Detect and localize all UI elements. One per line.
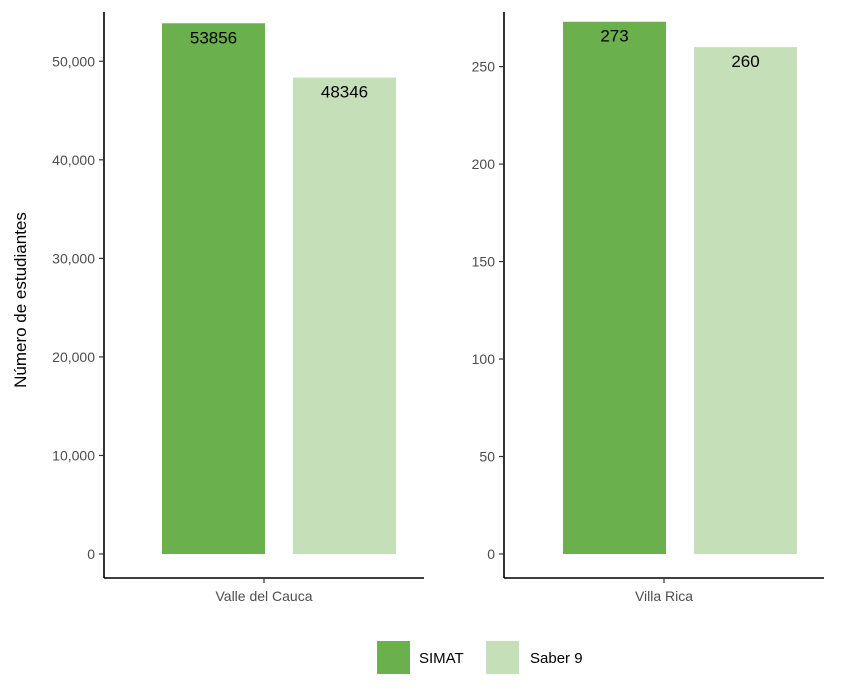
bar-saber-9 (293, 77, 396, 554)
data-label: 260 (731, 52, 759, 71)
x-tick-label: Villa Rica (635, 588, 693, 604)
y-tick-label: 10,000 (52, 447, 95, 463)
bar-simat (563, 21, 666, 554)
y-tick-label: 50,000 (52, 53, 95, 69)
y-tick-label: 20,000 (52, 349, 95, 365)
data-label: 273 (600, 27, 628, 46)
data-label: 53856 (190, 28, 237, 47)
data-label: 48346 (321, 83, 368, 102)
panel-2: 273 260 0 50 100 150 200 250 Villa Rica (472, 12, 824, 604)
y-tick-label: 250 (472, 59, 496, 75)
y-tick-label: 40,000 (52, 152, 95, 168)
y-tick-label: 200 (472, 156, 496, 172)
legend-label-1: SIMAT (419, 650, 464, 667)
legend-key-1 (377, 641, 410, 674)
y-tick-label: 0 (487, 546, 495, 562)
y-axis-label: Número de estudiantes (11, 212, 30, 388)
legend-label-2: Saber 9 (530, 650, 583, 667)
panel-1: 53856 48346 0 10,000 20,000 30,000 40,000 50,00… (52, 12, 424, 604)
bar-saber-9 (694, 47, 797, 554)
y-tick-label: 50 (479, 449, 495, 465)
legend: SIMAT Saber 9 (377, 641, 583, 674)
panels: 53856 48346 0 10,000 20,000 30,000 40,000 50,00… (52, 12, 824, 604)
y-tick-label: 0 (87, 546, 95, 562)
bar-simat (162, 23, 265, 554)
x-tick-label: Valle del Cauca (215, 588, 312, 604)
y-tick-label: 100 (472, 351, 496, 367)
legend-key-2 (486, 641, 519, 674)
y-tick-label: 30,000 (52, 250, 95, 266)
y-tick-label: 150 (472, 254, 496, 270)
